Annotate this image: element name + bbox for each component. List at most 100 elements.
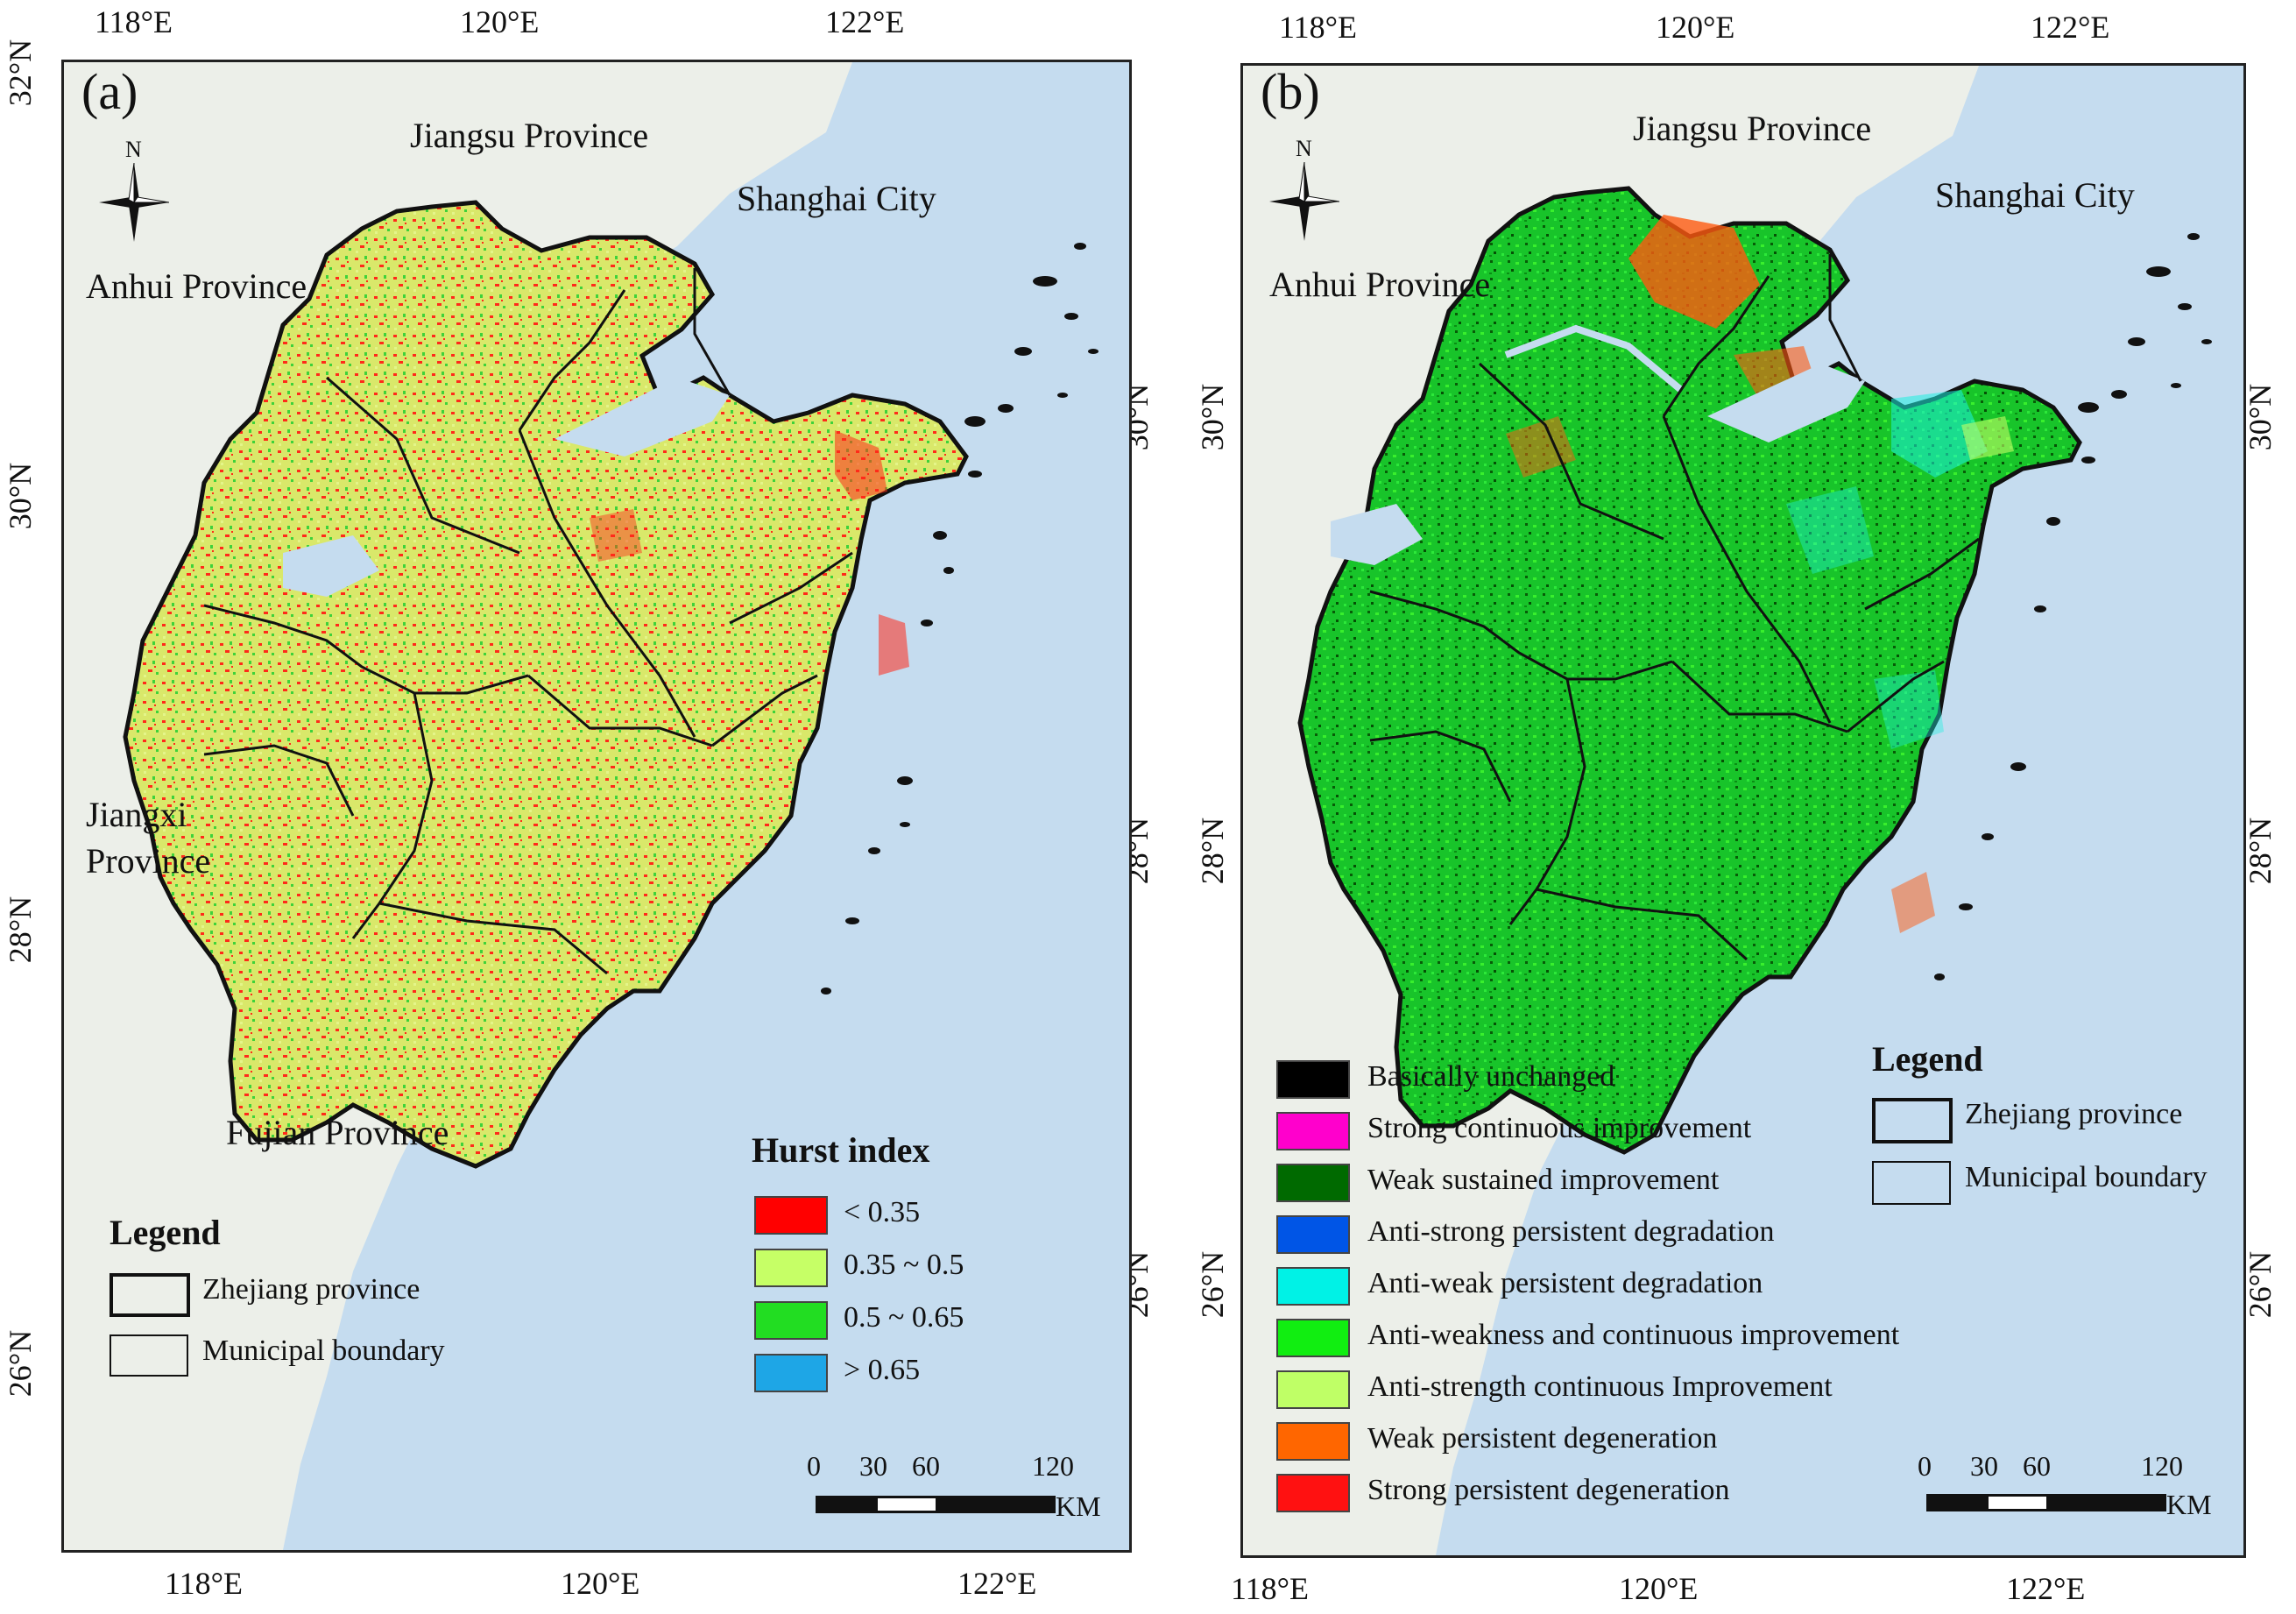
hurst-legend-title: Hurst index [752, 1130, 930, 1170]
trend-label-8: Weak persistent degeneration [1367, 1422, 1718, 1455]
scale-b-120: 120 [2141, 1450, 2183, 1482]
boundary-legend-title-b: Legend [1872, 1039, 1983, 1079]
lake-b [1331, 504, 1423, 565]
hurst-swatch-4 [754, 1354, 828, 1392]
b-left-tick-28: 28°N [1195, 817, 1231, 885]
place-jiangsu-b: Jiangsu Province [1633, 109, 1872, 148]
river-b [1504, 324, 1684, 393]
trend-legend: Basically unchanged Strong continuous im… [1276, 1060, 1942, 1551]
islands-a [821, 243, 1099, 995]
place-jiangxi-a: Jiangxi [86, 795, 187, 834]
map-panel-a: N (a) Jiangsu Province Shanghai City Anh… [61, 60, 1132, 1553]
place-fujian-a: Fujian Province [226, 1113, 449, 1152]
scale-a-120: 120 [1032, 1450, 1074, 1482]
place-anhui-a: Anhui Province [86, 266, 307, 306]
scale-bar-a [816, 1496, 1056, 1513]
a-left-tick-30: 30°N [3, 462, 39, 530]
trend-swatch-7 [1276, 1370, 1350, 1409]
scale-b-60: 60 [2023, 1450, 2051, 1482]
b-top-tick-122: 122°E [2031, 10, 2110, 45]
map-a-canvas [64, 62, 1129, 1550]
b-top-tick-120: 120°E [1656, 10, 1735, 45]
hangzhou-bay-a [555, 378, 730, 457]
map-b-canvas [1243, 66, 2243, 1555]
islands-b [1934, 233, 2212, 980]
place-anhui-b: Anhui Province [1269, 265, 1491, 304]
north-arrow-a: N [99, 137, 169, 242]
scale-bar-b [1926, 1494, 2166, 1511]
hurst-label-4: > 0.65 [844, 1354, 921, 1386]
zhejiang-province-label-b: Zhejiang province [1965, 1098, 2183, 1130]
compass-icon [1269, 162, 1339, 241]
municipal-boundary-swatch-a [110, 1334, 188, 1377]
hurst-label-3: 0.5 ~ 0.65 [844, 1301, 964, 1334]
b-right-tick-30: 30°N [2243, 383, 2278, 451]
trend-label-6: Anti-weakness and continuous improvement [1367, 1319, 1900, 1351]
a-left-tick-26: 26°N [3, 1329, 39, 1398]
place-jiangxi-2-a: Province [86, 841, 211, 881]
b-right-tick-26: 26°N [2243, 1250, 2278, 1319]
trend-swatch-2 [1276, 1112, 1350, 1150]
map-panel-b: N (b) Jiangsu Province Shanghai City Anh… [1240, 63, 2246, 1558]
municipal-boundary-label-b: Municipal boundary [1965, 1161, 2208, 1193]
place-shanghai-a: Shanghai City [737, 179, 936, 218]
compass-icon [99, 163, 169, 242]
scale-b-unit: KM [2166, 1489, 2212, 1520]
panel-tag-a: (a) [81, 63, 138, 120]
trend-swatch-9 [1276, 1474, 1350, 1512]
scale-bar-b-white [1989, 1497, 2046, 1509]
scale-b-30: 30 [1970, 1450, 1998, 1482]
municipal-boundary-label-a: Municipal boundary [202, 1334, 445, 1367]
b-left-tick-30: 30°N [1195, 383, 1231, 451]
scale-a-60: 60 [912, 1450, 940, 1482]
a-top-tick-118: 118°E [95, 4, 173, 39]
scale-b-0: 0 [1918, 1450, 1932, 1482]
trend-label-3: Weak sustained improvement [1367, 1164, 1720, 1196]
scale-a-0: 0 [807, 1450, 821, 1482]
north-arrow-letter-b: N [1296, 136, 1312, 161]
trend-swatch-8 [1276, 1422, 1350, 1461]
zhejiang-province-label-a: Zhejiang province [202, 1273, 420, 1306]
hurst-label-2: 0.35 ~ 0.5 [844, 1249, 964, 1281]
municipal-boundaries-b [1369, 254, 1980, 961]
yangtze-land-a [555, 62, 852, 273]
trend-swatch-1 [1276, 1060, 1350, 1099]
zhejiang-province-swatch-a [110, 1273, 190, 1317]
trend-label-9: Strong persistent degeneration [1367, 1474, 1730, 1506]
trend-swatch-4 [1276, 1215, 1350, 1254]
lake-a [283, 535, 379, 597]
hurst-swatch-1 [754, 1196, 828, 1235]
zhejiang-province-swatch-b [1872, 1098, 1953, 1143]
a-bottom-tick-120: 120°E [561, 1566, 640, 1601]
scale-bar-a-white [878, 1498, 936, 1511]
a-top-tick-122: 122°E [825, 4, 905, 39]
trend-label-2: Strong continuous improvement [1367, 1112, 1752, 1144]
trend-swatch-5 [1276, 1267, 1350, 1306]
b-top-tick-118: 118°E [1279, 10, 1358, 45]
a-top-tick-120: 120°E [460, 4, 540, 39]
b-right-tick-28: 28°N [2243, 817, 2278, 885]
north-arrow-letter-a: N [125, 137, 142, 162]
hangzhou-bay-b [1707, 364, 1865, 442]
hurst-label-1: < 0.35 [844, 1196, 921, 1228]
a-left-tick-32: 32°N [3, 39, 39, 107]
trend-label-7: Anti-strength continuous Improvement [1367, 1370, 1833, 1403]
boundary-legend-title-a: Legend [110, 1213, 221, 1252]
hurst-swatch-3 [754, 1301, 828, 1340]
hurst-swatch-2 [754, 1249, 828, 1287]
a-bottom-tick-122: 122°E [957, 1566, 1037, 1601]
b-left-tick-26: 26°N [1195, 1250, 1231, 1319]
scale-a-30: 30 [859, 1450, 887, 1482]
trend-label-5: Anti-weak persistent degradation [1367, 1267, 1763, 1299]
trend-label-4: Anti-strong persistent degradation [1367, 1215, 1775, 1248]
panel-tag-b: (b) [1261, 63, 1320, 120]
a-bottom-tick-118: 118°E [165, 1566, 244, 1601]
municipal-boundaries-a [203, 268, 853, 975]
north-arrow-b: N [1269, 136, 1339, 241]
b-bottom-tick-120: 120°E [1619, 1571, 1699, 1606]
scale-a-unit: KM [1056, 1490, 1101, 1522]
place-jiangsu-a: Jiangsu Province [410, 116, 649, 155]
trend-swatch-6 [1276, 1319, 1350, 1357]
a-left-tick-28: 28°N [3, 895, 39, 964]
b-bottom-tick-118: 118°E [1231, 1571, 1310, 1606]
